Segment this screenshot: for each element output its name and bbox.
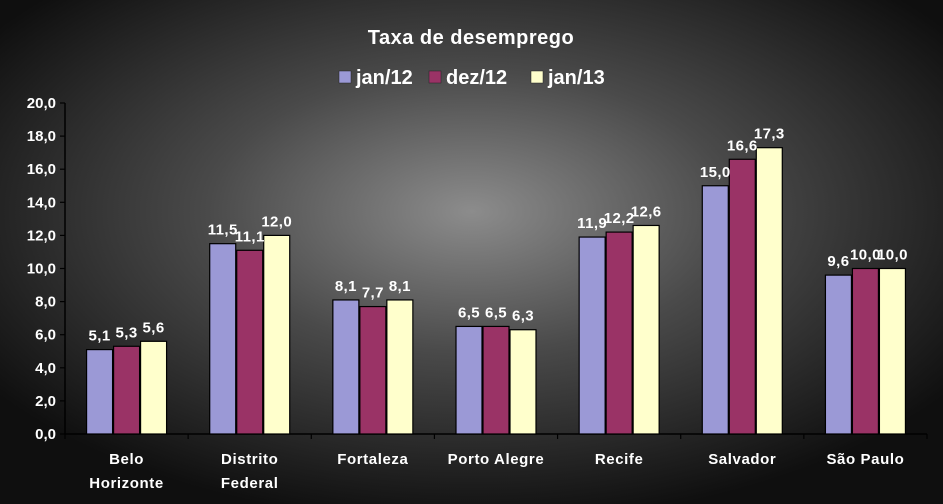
- bar-jan-12: [85, 348, 114, 435]
- bar-jan-12: [701, 185, 729, 435]
- x-category-label: Federal: [221, 475, 279, 492]
- bar-dez-12: [728, 158, 756, 435]
- bar-jan-13: [632, 224, 660, 435]
- bar-jan-12: [578, 236, 606, 435]
- bar-jan-12: [824, 274, 853, 435]
- bar-dez-12: [236, 249, 264, 435]
- x-category-label: Distrito: [221, 451, 278, 468]
- x-category-label: São Paulo: [826, 451, 904, 468]
- data-label: 9,6: [827, 253, 849, 270]
- legend: jan/12 dez/12 jan/13: [338, 67, 605, 89]
- y-tick-label: 18,0: [27, 128, 56, 145]
- y-tick-label: 4,0: [35, 360, 56, 377]
- bar-jan-12: [209, 243, 237, 435]
- data-labels: 5,1 5,3 5,6 11,511,112,0 8,1 7,7 8,1 6,5 6,5 6,3 1…: [89, 126, 908, 345]
- y-tick-label: 16,0: [27, 161, 56, 178]
- bar-jan-13: [755, 147, 783, 435]
- bar-jan-13: [263, 234, 291, 435]
- data-label: 6,5: [458, 304, 480, 321]
- data-label: 11,1: [235, 228, 265, 245]
- bar-jan-13: [139, 340, 168, 435]
- legend-label-jan-13: jan/13: [547, 67, 605, 89]
- data-label: 8,1: [335, 278, 357, 295]
- chart-title: Taxa de desemprego: [368, 27, 574, 49]
- legend-swatch-jan-13: [530, 70, 544, 84]
- bar-jan-13: [878, 267, 907, 435]
- data-label: 17,3: [754, 126, 785, 143]
- data-label: 8,1: [389, 278, 411, 295]
- x-category-label: Recife: [595, 451, 644, 468]
- x-category-label: Belo: [109, 451, 144, 468]
- data-label: 16,6: [727, 137, 758, 154]
- data-label: 10,0: [877, 247, 908, 264]
- data-label: 5,6: [143, 319, 165, 336]
- legend-swatch-jan-12: [338, 70, 352, 84]
- data-label: 6,3: [512, 308, 534, 325]
- bar-jan-12: [332, 299, 360, 435]
- y-tick-label: 2,0: [35, 393, 56, 410]
- data-label: 15,0: [700, 164, 731, 181]
- bar-dez-12: [359, 305, 387, 435]
- data-label: 12,0: [261, 213, 292, 230]
- bar-dez-12: [851, 267, 880, 435]
- y-tick-label: 14,0: [27, 194, 56, 211]
- y-tick-label: 10,0: [27, 261, 56, 278]
- y-tick-label: 8,0: [35, 294, 56, 311]
- x-category-label: Porto Alegre: [448, 451, 545, 468]
- data-label: 6,5: [485, 304, 507, 321]
- legend-swatch-dez-12: [428, 70, 442, 84]
- y-tick-label: 20,0: [27, 95, 56, 112]
- data-label: 12,2: [604, 210, 635, 227]
- data-label: 12,6: [631, 203, 662, 220]
- data-label: 7,7: [362, 285, 384, 302]
- bar-dez-12: [605, 231, 633, 435]
- x-category-label: Horizonte: [89, 475, 164, 492]
- x-category-label: Fortaleza: [337, 451, 408, 468]
- bar-dez-12: [112, 345, 141, 435]
- bar-jan-13: [386, 299, 414, 435]
- bar-jan-13: [509, 329, 537, 435]
- bars: [85, 147, 907, 435]
- data-label: 11,9: [577, 215, 607, 232]
- data-label: 5,3: [116, 324, 138, 341]
- bar-dez-12: [482, 325, 510, 435]
- y-tick-label: 0,0: [35, 426, 56, 443]
- bar-jan-12: [455, 325, 483, 435]
- y-tick-label: 6,0: [35, 327, 56, 344]
- legend-label-dez-12: dez/12: [446, 67, 507, 89]
- data-label: 11,5: [208, 222, 238, 239]
- data-label: 5,1: [89, 328, 111, 345]
- data-label: 10,0: [850, 247, 881, 264]
- x-category-label: Salvador: [708, 451, 776, 468]
- y-tick-label: 12,0: [27, 227, 56, 244]
- legend-label-jan-12: jan/12: [355, 67, 413, 89]
